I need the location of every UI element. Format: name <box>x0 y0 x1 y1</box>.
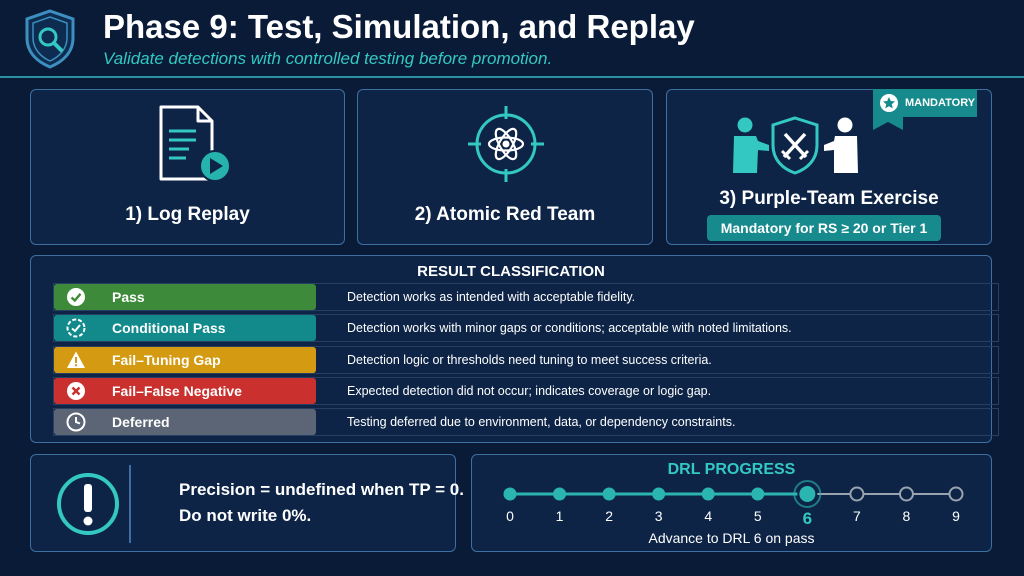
drl-level-label: 7 <box>852 508 861 524</box>
drl-node-complete <box>602 487 616 501</box>
drl-node-current <box>797 484 818 504</box>
log-replay-card: 1) Log Replay <box>30 89 345 245</box>
classification-description: Testing deferred due to environment, dat… <box>347 415 736 430</box>
classification-badge: Deferred <box>54 409 316 436</box>
drl-level-label: 3 <box>654 508 663 524</box>
page-subtitle: Validate detections with controlled test… <box>103 49 553 68</box>
classification-row: Deferred Testing deferred due to environm… <box>53 408 999 437</box>
classification-badge: Conditional Pass <box>54 315 316 342</box>
drl-node-pending <box>948 486 964 502</box>
drl-level-label: 2 <box>605 508 613 524</box>
x-circle-icon <box>66 381 86 401</box>
precision-note-line1: Precision = undefined when TP = 0. <box>179 480 464 499</box>
classification-row: Conditional Pass Detection works with min… <box>53 314 999 343</box>
atom-target-icon <box>468 106 544 182</box>
drl-node-complete <box>751 487 765 501</box>
atomic-red-team-card: 2) Atomic Red Team <box>357 89 653 245</box>
classification-badge: Fail–Tuning Gap <box>54 346 316 373</box>
classification-badge: Pass <box>54 284 316 310</box>
purple-team-shield-icon <box>733 116 858 175</box>
drl-level-label: 9 <box>952 508 960 524</box>
drl-progress-track <box>503 480 964 508</box>
drl-node-complete <box>701 487 715 501</box>
check-circle-icon <box>66 287 86 307</box>
drl-level-label: 6 <box>802 509 813 528</box>
conditional-check-icon <box>66 318 86 338</box>
shield-search-icon <box>25 9 75 69</box>
result-classification-title: RESULT CLASSIFICATION <box>417 263 605 280</box>
drl-level-label: 8 <box>902 508 911 524</box>
classification-description: Detection works with minor gaps or condi… <box>347 321 792 336</box>
result-classification-panel: RESULT CLASSIFICATION Pass Detection work… <box>30 255 999 443</box>
drl-level-label: 4 <box>704 508 713 524</box>
classification-label: Fail–Tuning Gap <box>112 351 221 368</box>
classification-row: Pass Detection works as intended with acc… <box>53 283 999 311</box>
drl-node-complete <box>553 487 567 501</box>
classification-row: Fail–False Negative Expected detection di… <box>53 376 999 405</box>
drl-level-label: 1 <box>555 508 564 524</box>
classification-description: Detection logic or thresholds need tunin… <box>347 352 712 367</box>
drl-node-complete <box>503 487 517 501</box>
document-play-icon <box>159 105 231 182</box>
drl-node-pending <box>898 486 914 502</box>
classification-description: Detection works as intended with accepta… <box>347 290 636 304</box>
classification-label: Deferred <box>112 414 170 431</box>
clock-icon <box>66 412 86 432</box>
classification-label: Conditional Pass <box>112 320 226 337</box>
classification-badge: Fail–False Negative <box>54 377 316 404</box>
classification-description: Expected detection did not occur; indica… <box>347 383 712 398</box>
mandatory-ribbon-text: MANDATORY <box>905 97 976 109</box>
note-divider <box>129 465 131 543</box>
exclamation-circle-icon <box>57 473 119 535</box>
drl-progress-title: DRL PROGRESS <box>667 461 796 478</box>
atomic-red-team-label: 2) Atomic Red Team <box>414 204 596 225</box>
drl-caption: Advance to DRL 6 on pass <box>648 530 815 546</box>
drl-progress-panel: DRL PROGRESS 0 1 2 3 4 5 6 7 8 9 Advance to DRL 6… <box>471 454 992 552</box>
drl-node-complete <box>652 487 666 501</box>
drl-node-pending <box>849 486 865 502</box>
drl-level-label: 0 <box>506 508 514 524</box>
classification-row: Fail–Tuning Gap Detection logic or thresh… <box>53 345 999 374</box>
header-divider <box>0 76 1024 78</box>
log-replay-label: 1) Log Replay <box>125 204 250 225</box>
drl-level-label: 5 <box>753 508 762 524</box>
page-title: Phase 9: Test, Simulation, and Replay <box>103 8 695 45</box>
classification-label: Pass <box>112 289 145 305</box>
mandatory-ribbon <box>873 89 977 130</box>
warning-triangle-icon <box>66 350 86 370</box>
precision-note-panel: Precision = undefined when TP = 0. Do no… <box>30 454 464 552</box>
purple-team-label: 3) Purple-Team Exercise <box>719 188 939 209</box>
drl-node-current-halo <box>793 480 822 508</box>
mandatory-requirement-pill: Mandatory for RS ≥ 20 or Tier 1 <box>707 215 941 241</box>
purple-team-card: MANDATORY 3) Purple-Team Exercise Mandat… <box>666 89 992 245</box>
classification-label: Fail–False Negative <box>112 382 242 399</box>
precision-note-line2: Do not write 0%. <box>179 506 312 525</box>
